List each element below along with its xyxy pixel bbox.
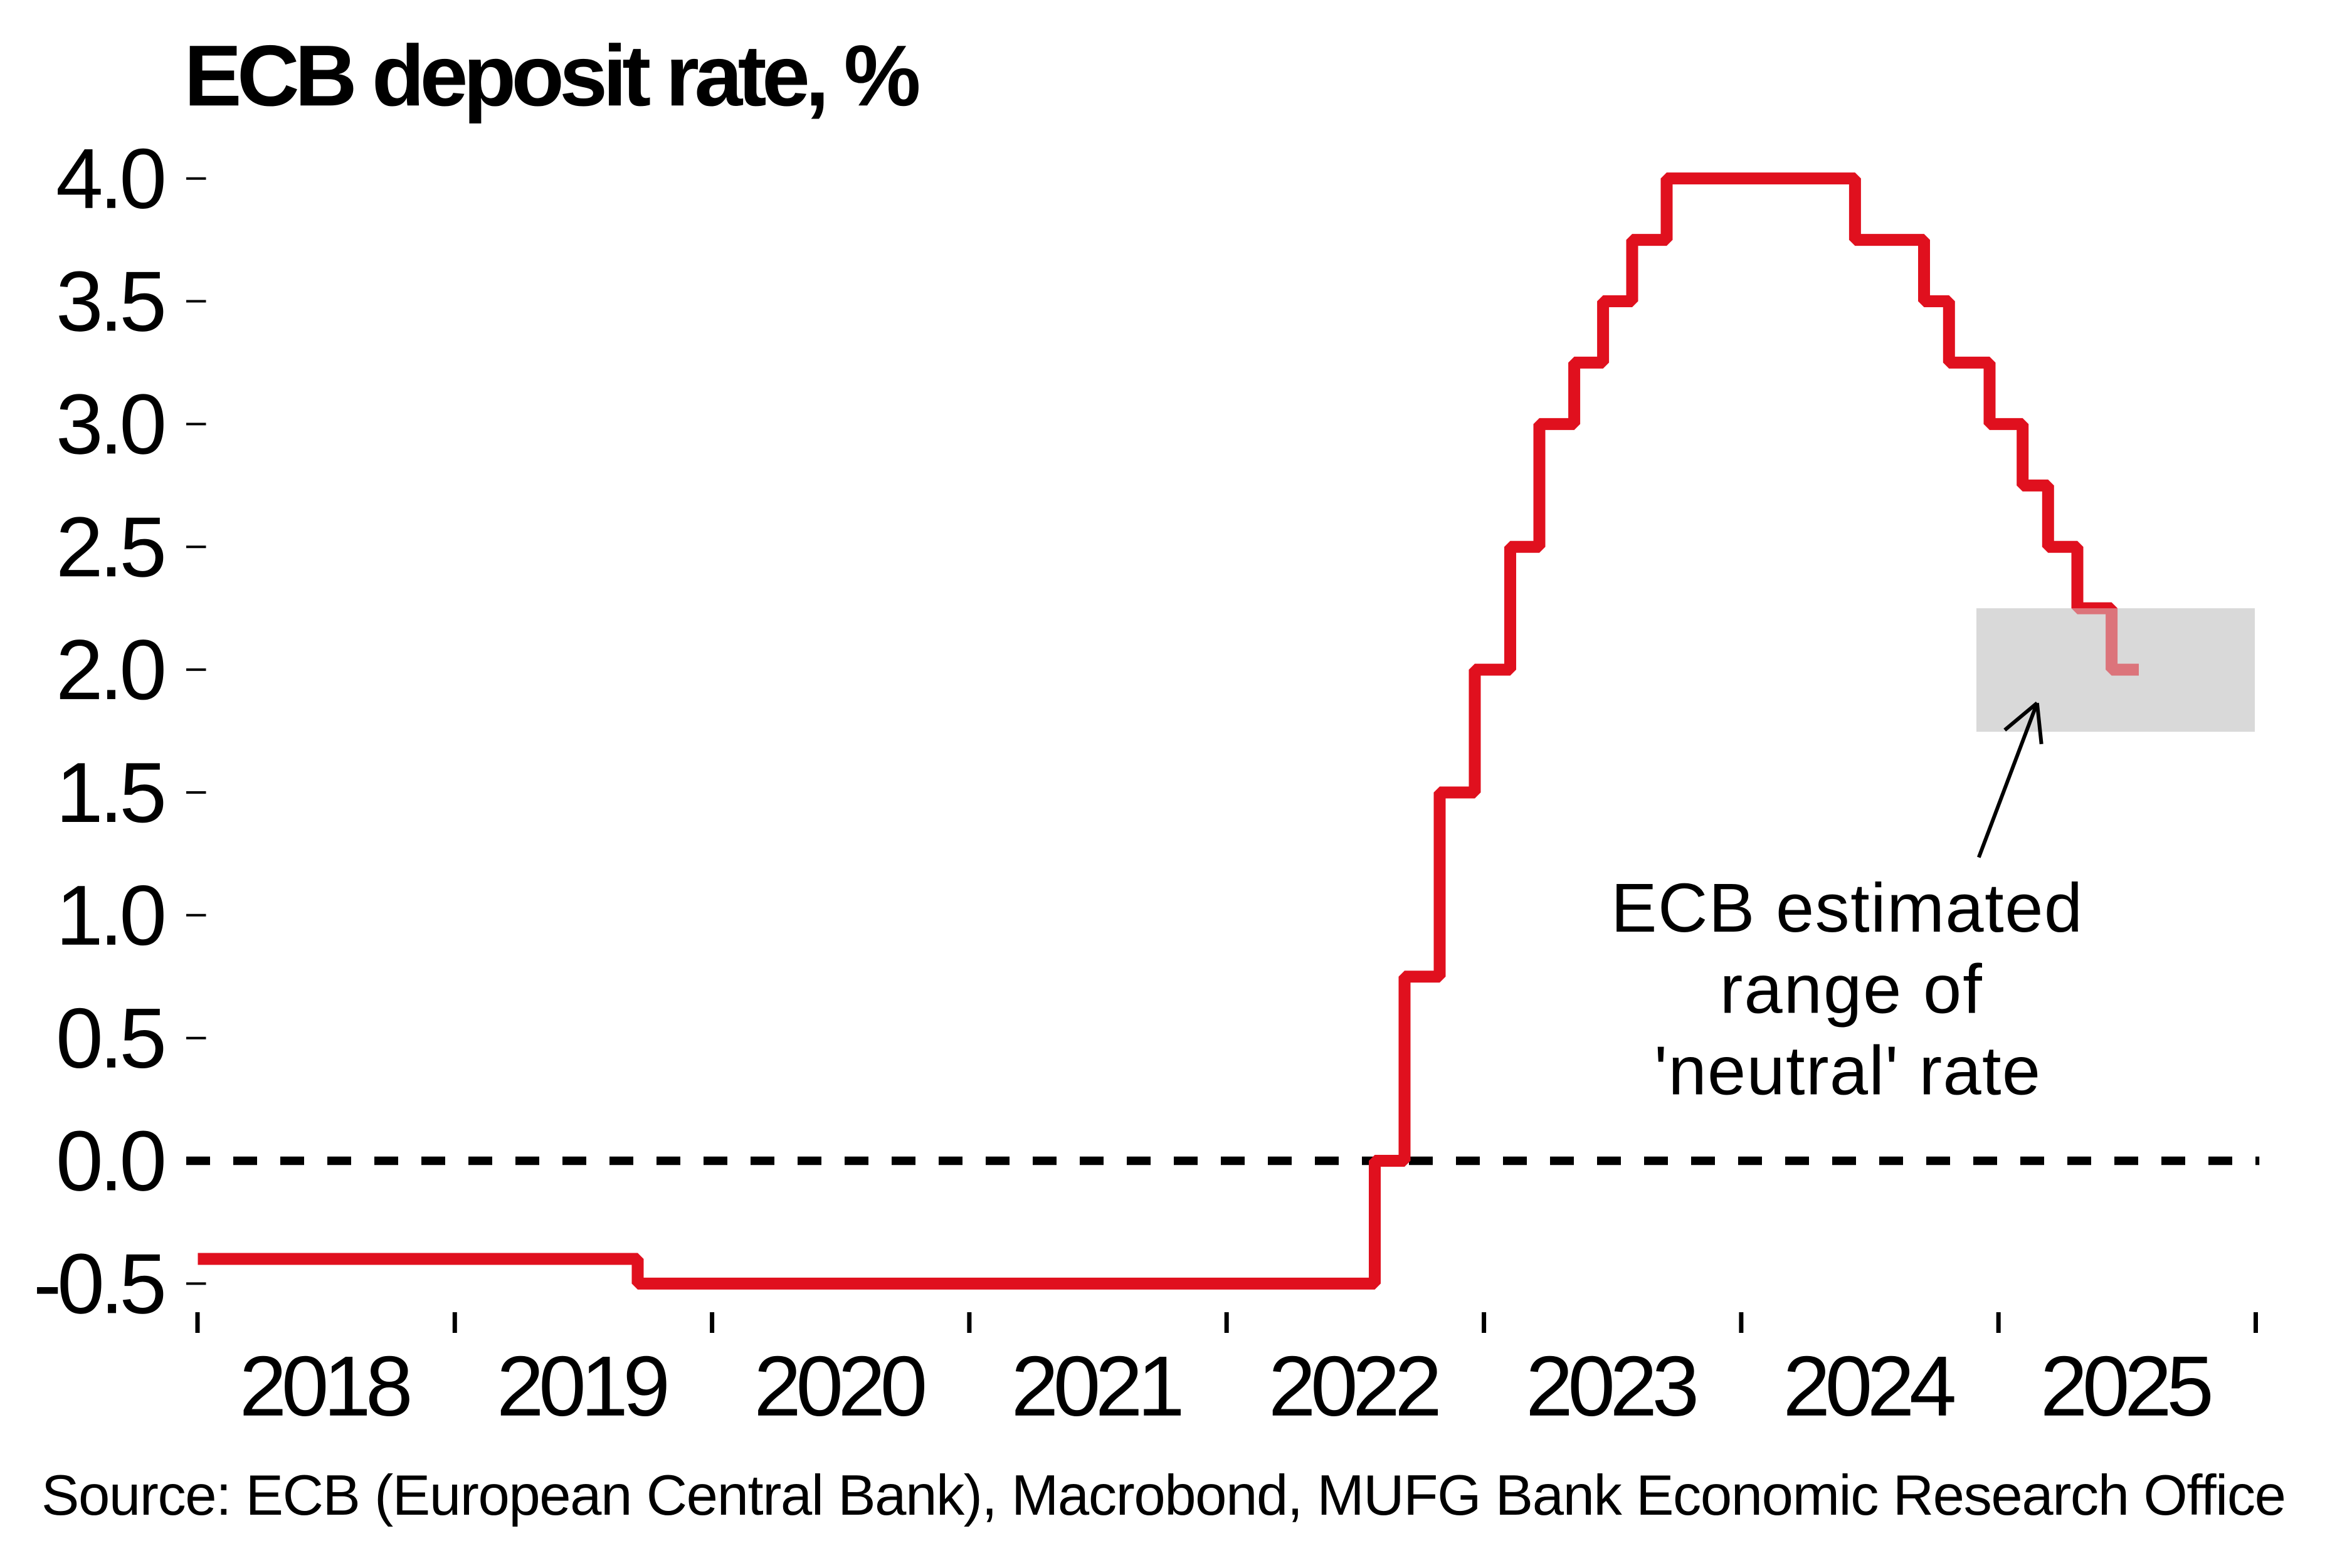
svg-text:-0.5: -0.5: [33, 1236, 167, 1331]
svg-text:1.0: 1.0: [56, 868, 167, 963]
svg-text:2020: 2020: [754, 1339, 927, 1434]
svg-text:ECB estimated: ECB estimated: [1611, 870, 2082, 947]
svg-text:2.5: 2.5: [56, 499, 167, 594]
svg-text:2023: 2023: [1526, 1339, 1699, 1434]
svg-text:2019: 2019: [497, 1339, 670, 1434]
svg-text:0.0: 0.0: [56, 1113, 167, 1209]
svg-text:0.5: 0.5: [56, 991, 167, 1086]
svg-text:2024: 2024: [1783, 1339, 1957, 1434]
svg-text:2018: 2018: [240, 1339, 413, 1434]
svg-text:'neutral' rate: 'neutral' rate: [1654, 1032, 2040, 1109]
svg-text:2021: 2021: [1011, 1339, 1185, 1434]
svg-text:Source: ECB (European Central: Source: ECB (European Central Bank), Mac…: [41, 1464, 2286, 1527]
svg-text:2025: 2025: [2040, 1339, 2214, 1434]
svg-text:range of: range of: [1720, 951, 1982, 1028]
svg-text:4.0: 4.0: [56, 131, 167, 226]
svg-text:3.0: 3.0: [56, 376, 167, 471]
svg-text:1.5: 1.5: [56, 745, 167, 840]
svg-text:ECB deposit rate, %: ECB deposit rate, %: [184, 28, 921, 124]
svg-text:3.5: 3.5: [56, 254, 167, 349]
svg-text:2022: 2022: [1268, 1339, 1442, 1434]
svg-text:2.0: 2.0: [56, 622, 167, 717]
